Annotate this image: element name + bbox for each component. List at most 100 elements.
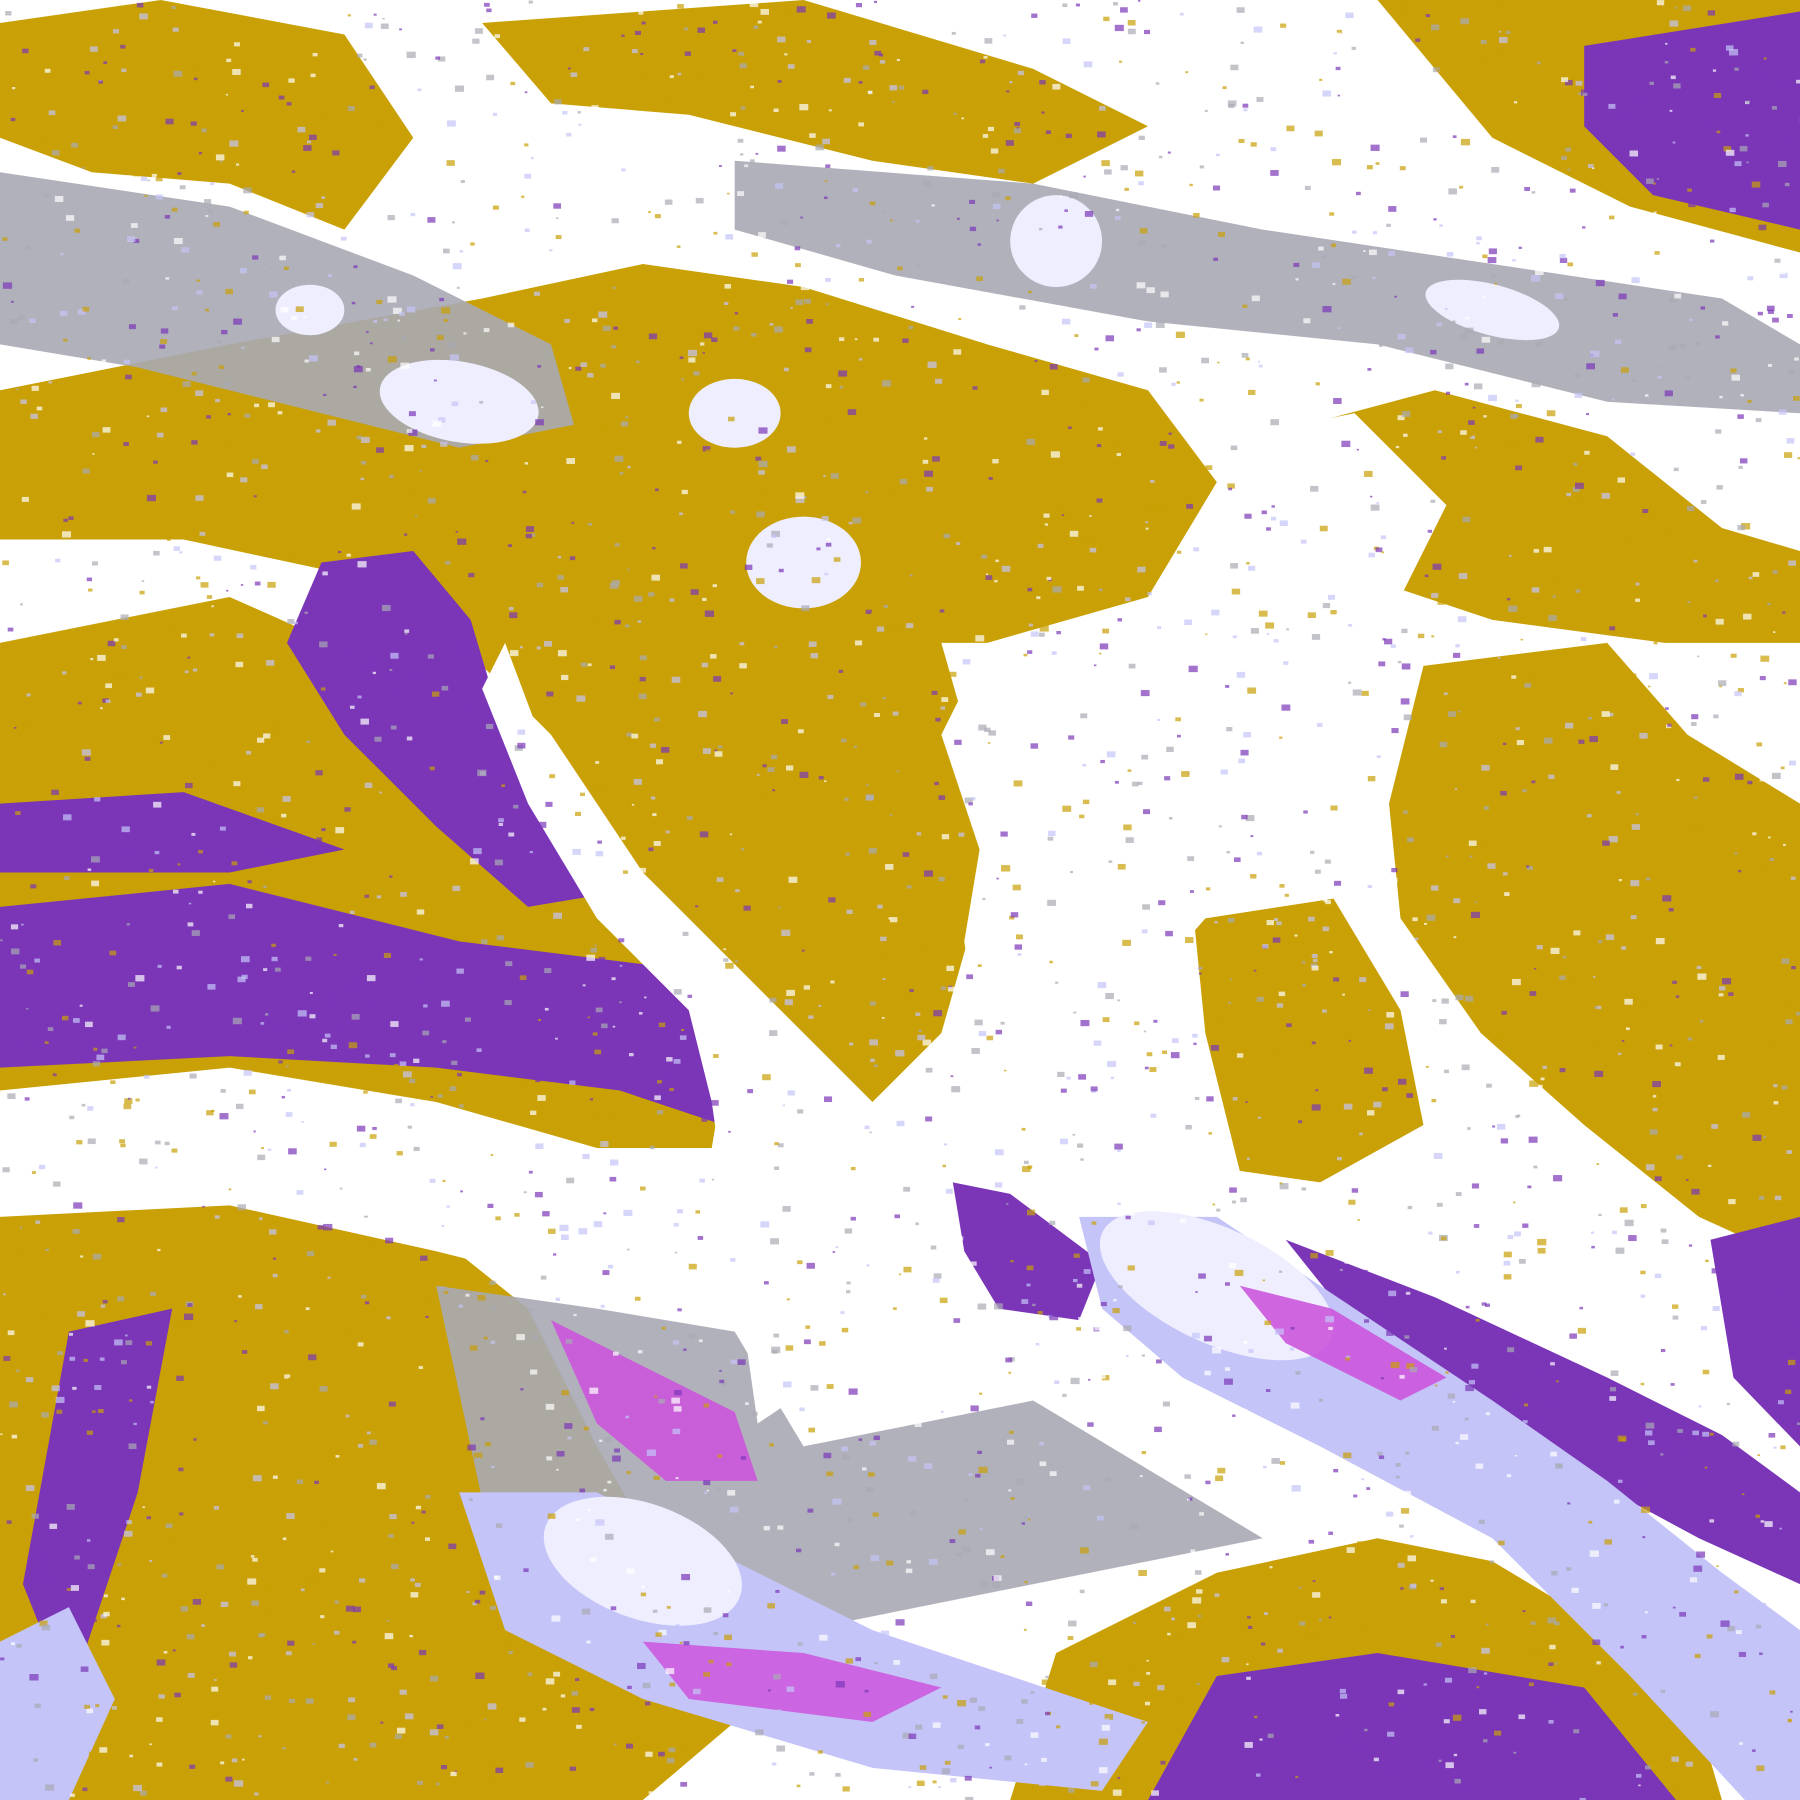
purple-region [952, 1182, 1103, 1321]
speckle-pixel [1294, 934, 1298, 937]
speckle-pixel [1399, 529, 1403, 532]
speckle-pixel [777, 906, 781, 909]
speckle-pixel [171, 207, 178, 212]
speckle-pixel [1506, 1474, 1512, 1478]
speckle-pixel [1591, 1231, 1595, 1234]
speckle-pixel [345, 1414, 350, 1418]
speckle-pixel [37, 411, 41, 413]
speckle-pixel [160, 328, 169, 334]
speckle-pixel [161, 1573, 168, 1578]
speckle-pixel [1290, 1402, 1300, 1409]
speckle-pixel [922, 89, 929, 95]
speckle-pixel [1289, 1347, 1295, 1351]
speckle-pixel [206, 1609, 210, 1612]
speckle-pixel [272, 1024, 281, 1030]
speckle-pixel [1159, 367, 1167, 373]
speckle-pixel [270, 852, 279, 859]
speckle-pixel [946, 965, 955, 972]
speckle-pixel [602, 1270, 610, 1276]
speckle-pixel [1608, 215, 1615, 220]
speckle-pixel [365, 663, 374, 669]
speckle-pixel [486, 74, 495, 81]
speckle-pixel [105, 699, 111, 703]
speckle-pixel [969, 1697, 978, 1703]
speckle-pixel [1051, 651, 1057, 655]
speckle-pixel [404, 632, 408, 635]
speckle-pixel [1514, 1454, 1518, 1457]
speckle-pixel [1433, 218, 1437, 221]
speckle-pixel [639, 676, 646, 682]
speckle-pixel [1324, 859, 1331, 864]
speckle-pixel [773, 108, 779, 113]
speckle-pixel [1204, 1370, 1211, 1376]
speckle-pixel [417, 88, 422, 92]
speckle-pixel [675, 1251, 678, 1254]
speckle-pixel [1107, 1060, 1117, 1068]
speckle-pixel [824, 780, 827, 783]
speckle-pixel [1197, 1614, 1202, 1618]
speckle-pixel [1030, 631, 1039, 637]
speckle-pixel [1502, 872, 1508, 876]
speckle-pixel [993, 1575, 1002, 1581]
speckle-pixel [868, 847, 877, 854]
speckle-pixel [852, 188, 859, 193]
speckle-pixel [1531, 587, 1540, 593]
speckle-pixel [590, 1759, 596, 1764]
speckle-pixel [1172, 420, 1177, 423]
speckle-pixel [1500, 437, 1503, 439]
magenta-cloud [551, 1320, 758, 1481]
speckle-pixel [683, 1641, 690, 1646]
speckle-pixel [1565, 722, 1574, 729]
speckle-pixel [769, 1443, 774, 1447]
speckle-pixel [187, 922, 194, 927]
speckle-pixel [1710, 1711, 1719, 1718]
speckle-pixel [324, 1168, 327, 1171]
speckle-pixel [708, 1659, 714, 1664]
speckle-pixel [125, 1340, 133, 1346]
speckle-pixel [71, 142, 79, 148]
speckle-pixel [974, 1019, 983, 1026]
speckle-pixel [1004, 1069, 1007, 1072]
speckle-pixel [271, 336, 280, 343]
speckle-pixel [1400, 991, 1409, 998]
speckle-pixel [923, 437, 928, 440]
speckle-pixel [346, 553, 351, 557]
speckle-pixel [508, 202, 518, 209]
speckle-pixel [751, 252, 758, 257]
speckle-pixel [666, 1757, 675, 1764]
speckle-pixel [121, 68, 127, 73]
speckle-pixel [1652, 1095, 1657, 1098]
speckle-pixel [591, 105, 599, 111]
speckle-pixel [1620, 1437, 1626, 1442]
speckle-pixel [964, 797, 973, 804]
speckle-pixel [981, 554, 988, 559]
speckle-pixel [472, 1602, 477, 1606]
speckle-pixel [332, 150, 340, 156]
speckle-pixel [641, 21, 646, 25]
speckle-pixel [1196, 1589, 1203, 1594]
speckle-pixel [118, 1581, 126, 1587]
speckle-pixel [1630, 880, 1640, 887]
speckle-pixel [801, 605, 810, 612]
speckle-pixel [1338, 621, 1341, 624]
speckle-pixel [1033, 362, 1040, 367]
speckle-pixel [1271, 1458, 1280, 1464]
speckle-pixel [1536, 945, 1543, 950]
speckle-pixel [490, 1154, 494, 1156]
speckle-pixel [309, 1014, 316, 1019]
speckle-pixel [634, 30, 641, 36]
speckle-pixel [243, 210, 249, 215]
speckle-pixel [1322, 1009, 1327, 1013]
speckle-pixel [1279, 520, 1288, 526]
speckle-pixel [366, 1431, 371, 1435]
speckle-pixel [1656, 178, 1660, 180]
speckle-pixel [804, 298, 811, 304]
speckle-pixel [130, 223, 138, 228]
speckle-pixel [638, 1012, 643, 1015]
purple-region [1147, 1653, 1677, 1800]
speckle-pixel [587, 1016, 590, 1019]
speckle-pixel [743, 36, 750, 42]
speckle-pixel [906, 885, 912, 889]
speckle-pixel [1325, 1250, 1334, 1256]
speckle-pixel [373, 13, 377, 16]
